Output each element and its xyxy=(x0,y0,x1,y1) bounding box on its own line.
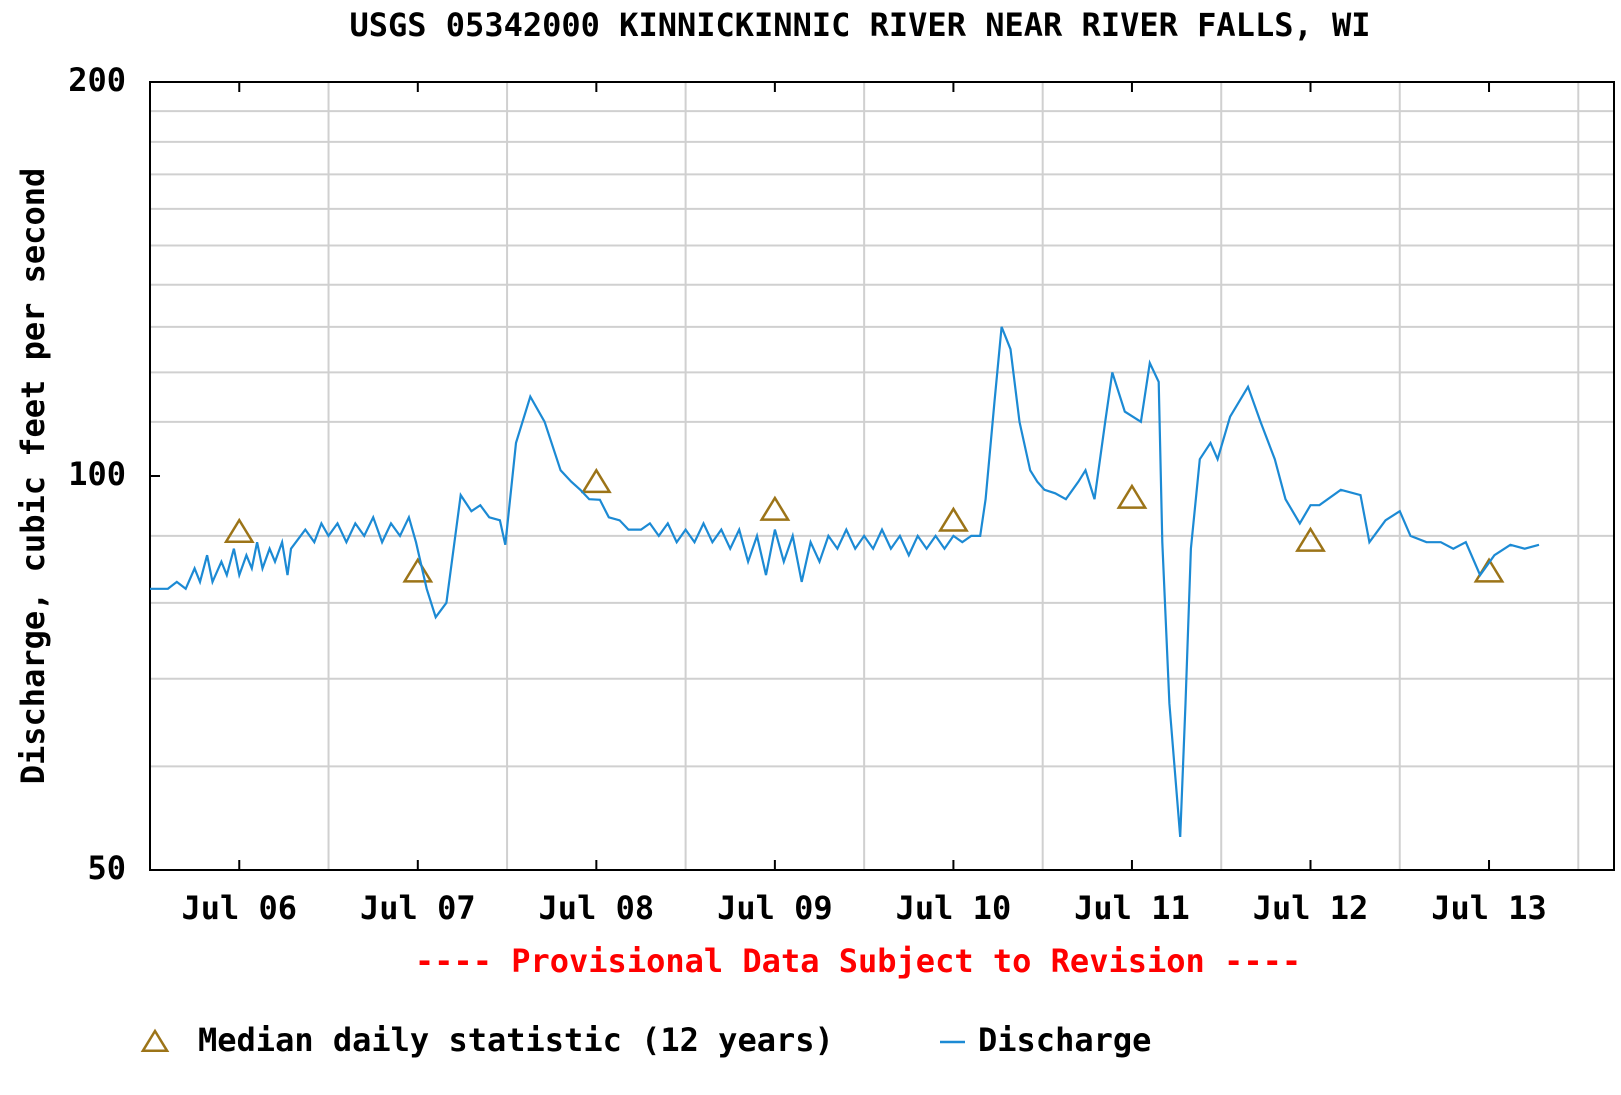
x-tick-label: Jul 06 xyxy=(181,889,297,927)
median-marker xyxy=(937,506,969,532)
y-axis-label: Discharge, cubic feet per second xyxy=(14,168,52,785)
chart-title: USGS 05342000 KINNICKINNIC RIVER NEAR RI… xyxy=(349,6,1370,44)
x-tick-label: Jul 09 xyxy=(717,889,833,927)
median-marker xyxy=(402,557,434,583)
x-tick-label: Jul 07 xyxy=(360,889,476,927)
x-tick-label: Jul 10 xyxy=(896,889,1012,927)
x-tick-label: Jul 12 xyxy=(1253,889,1369,927)
y-tick-label: 50 xyxy=(87,849,126,887)
x-tick-label: Jul 08 xyxy=(539,889,655,927)
median-marker xyxy=(1116,483,1148,509)
x-tick-label: Jul 13 xyxy=(1431,889,1547,927)
provisional-note: ---- Provisional Data Subject to Revisio… xyxy=(415,942,1301,980)
median-marker xyxy=(1295,526,1326,552)
y-tick-label: 100 xyxy=(68,455,126,493)
median-marker xyxy=(223,517,255,543)
plot-frame xyxy=(149,81,1615,871)
discharge-line xyxy=(150,326,1540,837)
y-tick-label: 200 xyxy=(68,61,126,99)
x-tick-label: Jul 11 xyxy=(1074,889,1190,927)
legend-label: Discharge xyxy=(978,1021,1151,1059)
legend-marker xyxy=(140,1028,170,1053)
median-marker xyxy=(759,495,791,521)
legend-label: Median daily statistic (12 years) xyxy=(198,1021,834,1059)
median-marker xyxy=(580,467,612,494)
